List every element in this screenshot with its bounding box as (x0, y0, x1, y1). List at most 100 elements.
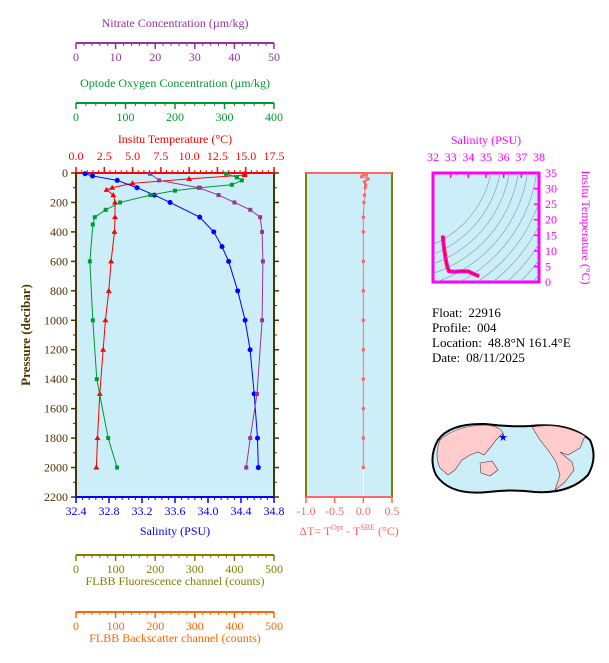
nitrate-tick-label: 40 (228, 50, 240, 64)
delta-t-point (366, 177, 370, 181)
temperature-tick-label: 7.5 (153, 149, 168, 163)
delta-t-label-part: SBE (360, 523, 375, 532)
delta-t-point (361, 406, 366, 411)
y-tick-label: 1400 (44, 372, 68, 386)
salinity-tick-label: 33.6 (165, 504, 186, 518)
salinity-point (134, 185, 140, 191)
world-map: ★ (431, 422, 595, 494)
svg-text:Profile:004: Profile: 004 (432, 320, 497, 335)
profile-plot: 0200400600800100012001400160018002000220… (18, 16, 285, 645)
y-tick-label: 0 (62, 166, 68, 180)
temperature-point (112, 199, 119, 205)
backscatter-tick-label: 200 (146, 619, 164, 633)
salinity-point (247, 347, 253, 353)
nitrate-point (248, 436, 253, 441)
y-tick-label: 2200 (44, 490, 68, 504)
svg-text:Date:08/11/2025: Date: 08/11/2025 (432, 350, 525, 365)
oxygen-point (229, 182, 234, 187)
temperature-point (186, 175, 193, 181)
temperature-point (129, 180, 136, 186)
delta-t-point (362, 193, 367, 197)
oxygen-point (90, 222, 95, 227)
delta-t-label-part: - T (343, 524, 361, 538)
fluorescence-axis-label: FLBB Fluorescence channel (counts) (86, 574, 265, 588)
backscatter-tick-label: 300 (186, 619, 204, 633)
salinity-point (242, 317, 248, 323)
salinity-point (167, 199, 173, 205)
nitrate-point (196, 185, 201, 190)
nitrate-point (260, 318, 265, 323)
y-tick-label: 1600 (44, 402, 68, 416)
oxygen-point (103, 207, 108, 212)
star-icon: ★ (498, 432, 508, 444)
nitrate-point (244, 465, 249, 470)
nitrate-axis-label: Nitrate Concentration (µm/kg) (102, 16, 249, 30)
oxygen-point (115, 465, 120, 470)
ts-curve (441, 235, 480, 278)
delta-t-point (361, 230, 366, 234)
nitrate-point (254, 391, 259, 396)
salinity-tick-label: 32.8 (99, 504, 120, 518)
backscatter-tick-label: 0 (73, 619, 79, 633)
delta-t-axis-label: ΔT= TOpt - TSBE (°C) (299, 523, 399, 538)
fluorescence-tick-label: 400 (225, 562, 243, 576)
oxygen-point (223, 171, 228, 176)
temperature-point (102, 317, 109, 323)
fluorescence-tick-label: 0 (73, 562, 79, 576)
temperature-point (93, 464, 100, 470)
salinity-point (90, 173, 95, 179)
ts-x-axis-label: Salinity (PSU) (451, 133, 521, 147)
salinity-tick-label: 34.4 (231, 504, 252, 518)
temperature-tick-label: 5.0 (125, 149, 140, 163)
delta-t-point (362, 200, 366, 205)
oxygen-tick-label: 200 (166, 110, 184, 124)
delta-t-point (361, 215, 366, 219)
temperature-point (241, 172, 248, 178)
nitrate-tick-label: 20 (149, 50, 161, 64)
ts-x-tick-label: 36 (498, 150, 510, 164)
delta-t-point (361, 318, 366, 323)
map-land-australia (479, 460, 499, 477)
delta-t-point (361, 436, 366, 440)
nitrate-point (216, 193, 221, 198)
temperature-tick-label: 0.0 (69, 149, 84, 163)
y-tick-label: 2000 (44, 461, 68, 475)
ts-x-tick-label: 34 (462, 150, 474, 164)
y-tick-label: 200 (50, 195, 68, 209)
nitrate-point (248, 207, 253, 212)
oxygen-point (118, 200, 123, 205)
ts-y-tick-label: 5 (545, 259, 551, 273)
salinity-tick-label: 32.4 (66, 504, 87, 518)
delta-t-point (361, 465, 366, 470)
ts-y-tick-label: 25 (545, 197, 557, 211)
delta-t-point (361, 347, 366, 352)
delta-t-point (361, 289, 366, 293)
oxygen-point (148, 193, 153, 198)
nitrate-point (258, 215, 263, 220)
fluorescence-tick-label: 200 (146, 562, 164, 576)
temperature-tick-label: 2.5 (97, 149, 112, 163)
nitrate-point (148, 171, 153, 176)
location-value: 48.8°N 161.4°E (488, 335, 571, 350)
ts-y-tick-label: 15 (545, 228, 557, 242)
temperature-axis-label: Insitu Temperature (°C) (118, 132, 232, 146)
date-value: 08/11/2025 (466, 350, 525, 365)
fluorescence-tick-label: 100 (107, 562, 125, 576)
temperature-tick-label: 10.0 (179, 149, 200, 163)
float-label: Float: (432, 305, 462, 320)
ts-y-axis-label: Insitu Temperature (°C) (579, 170, 593, 284)
fluorescence-tick-label: 300 (186, 562, 204, 576)
salinity-point (219, 244, 225, 250)
plot-area (75, 172, 275, 498)
salinity-tick-label: 33.2 (132, 504, 153, 518)
backscatter-tick-label: 100 (107, 619, 125, 633)
temperature-point (100, 346, 107, 352)
ts-y-tick-label: 10 (545, 244, 557, 258)
salinity-axis-label: Salinity (PSU) (140, 524, 210, 538)
oxygen-tick-label: 400 (265, 110, 283, 124)
nitrate-point (260, 229, 265, 234)
temperature-point (94, 435, 101, 441)
nitrate-tick-label: 30 (189, 50, 201, 64)
temperature-tick-label: 15.0 (235, 149, 256, 163)
fluorescence-tick-label: 500 (265, 562, 283, 576)
